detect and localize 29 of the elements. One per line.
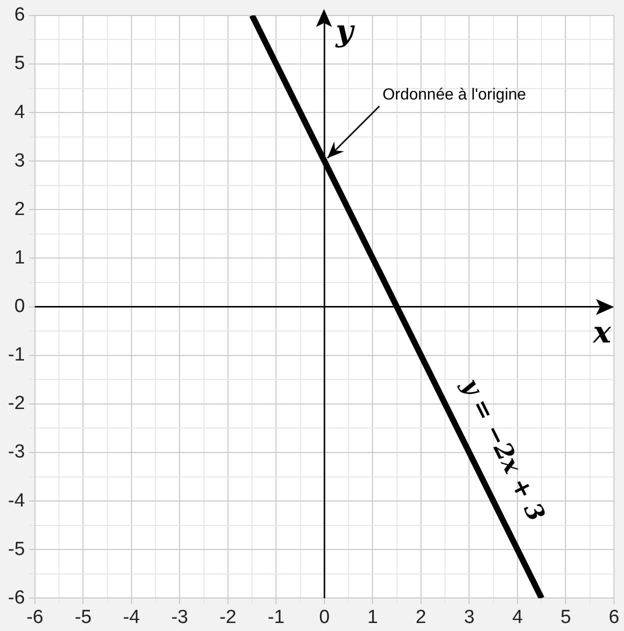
y-tick-label: 6: [14, 4, 25, 26]
x-tick-label: 2: [416, 606, 426, 628]
y-tick-label: 1: [14, 247, 25, 268]
y-tick-label: -4: [8, 490, 26, 512]
annotation: Ordonnée à l'origine: [382, 86, 526, 104]
x-tick-label: -2: [219, 606, 236, 628]
y-axis-title: y: [334, 14, 356, 50]
y-tick-label: 4: [14, 102, 26, 123]
y-tick-label: 0: [14, 296, 25, 318]
y-tick-label: -6: [8, 587, 25, 608]
x-tick-label: -3: [171, 606, 188, 628]
x-tick-label: 1: [367, 606, 378, 628]
x-tick-label: 0: [319, 606, 330, 628]
y-tick-label: 2: [14, 198, 25, 220]
x-tick-label: 5: [560, 606, 572, 628]
y-tick-label: -5: [8, 538, 25, 560]
y-tick-label: 5: [14, 53, 25, 74]
x-axis-title: x: [592, 316, 612, 351]
x-tick-label: -4: [122, 606, 140, 628]
y-tick-label: -3: [8, 442, 25, 463]
x-tick-label: 6: [608, 606, 620, 628]
text: y = −2x + 3: [456, 372, 552, 526]
x-tick-label: -1: [268, 606, 285, 628]
y-tick-label: -1: [8, 344, 25, 366]
x-tick-label: 4: [512, 606, 524, 628]
x-tick-label: -5: [74, 606, 92, 628]
x-tick-label: 3: [464, 606, 475, 628]
y-tick-label: -2: [8, 393, 25, 414]
y-tick-label: 3: [14, 150, 25, 172]
